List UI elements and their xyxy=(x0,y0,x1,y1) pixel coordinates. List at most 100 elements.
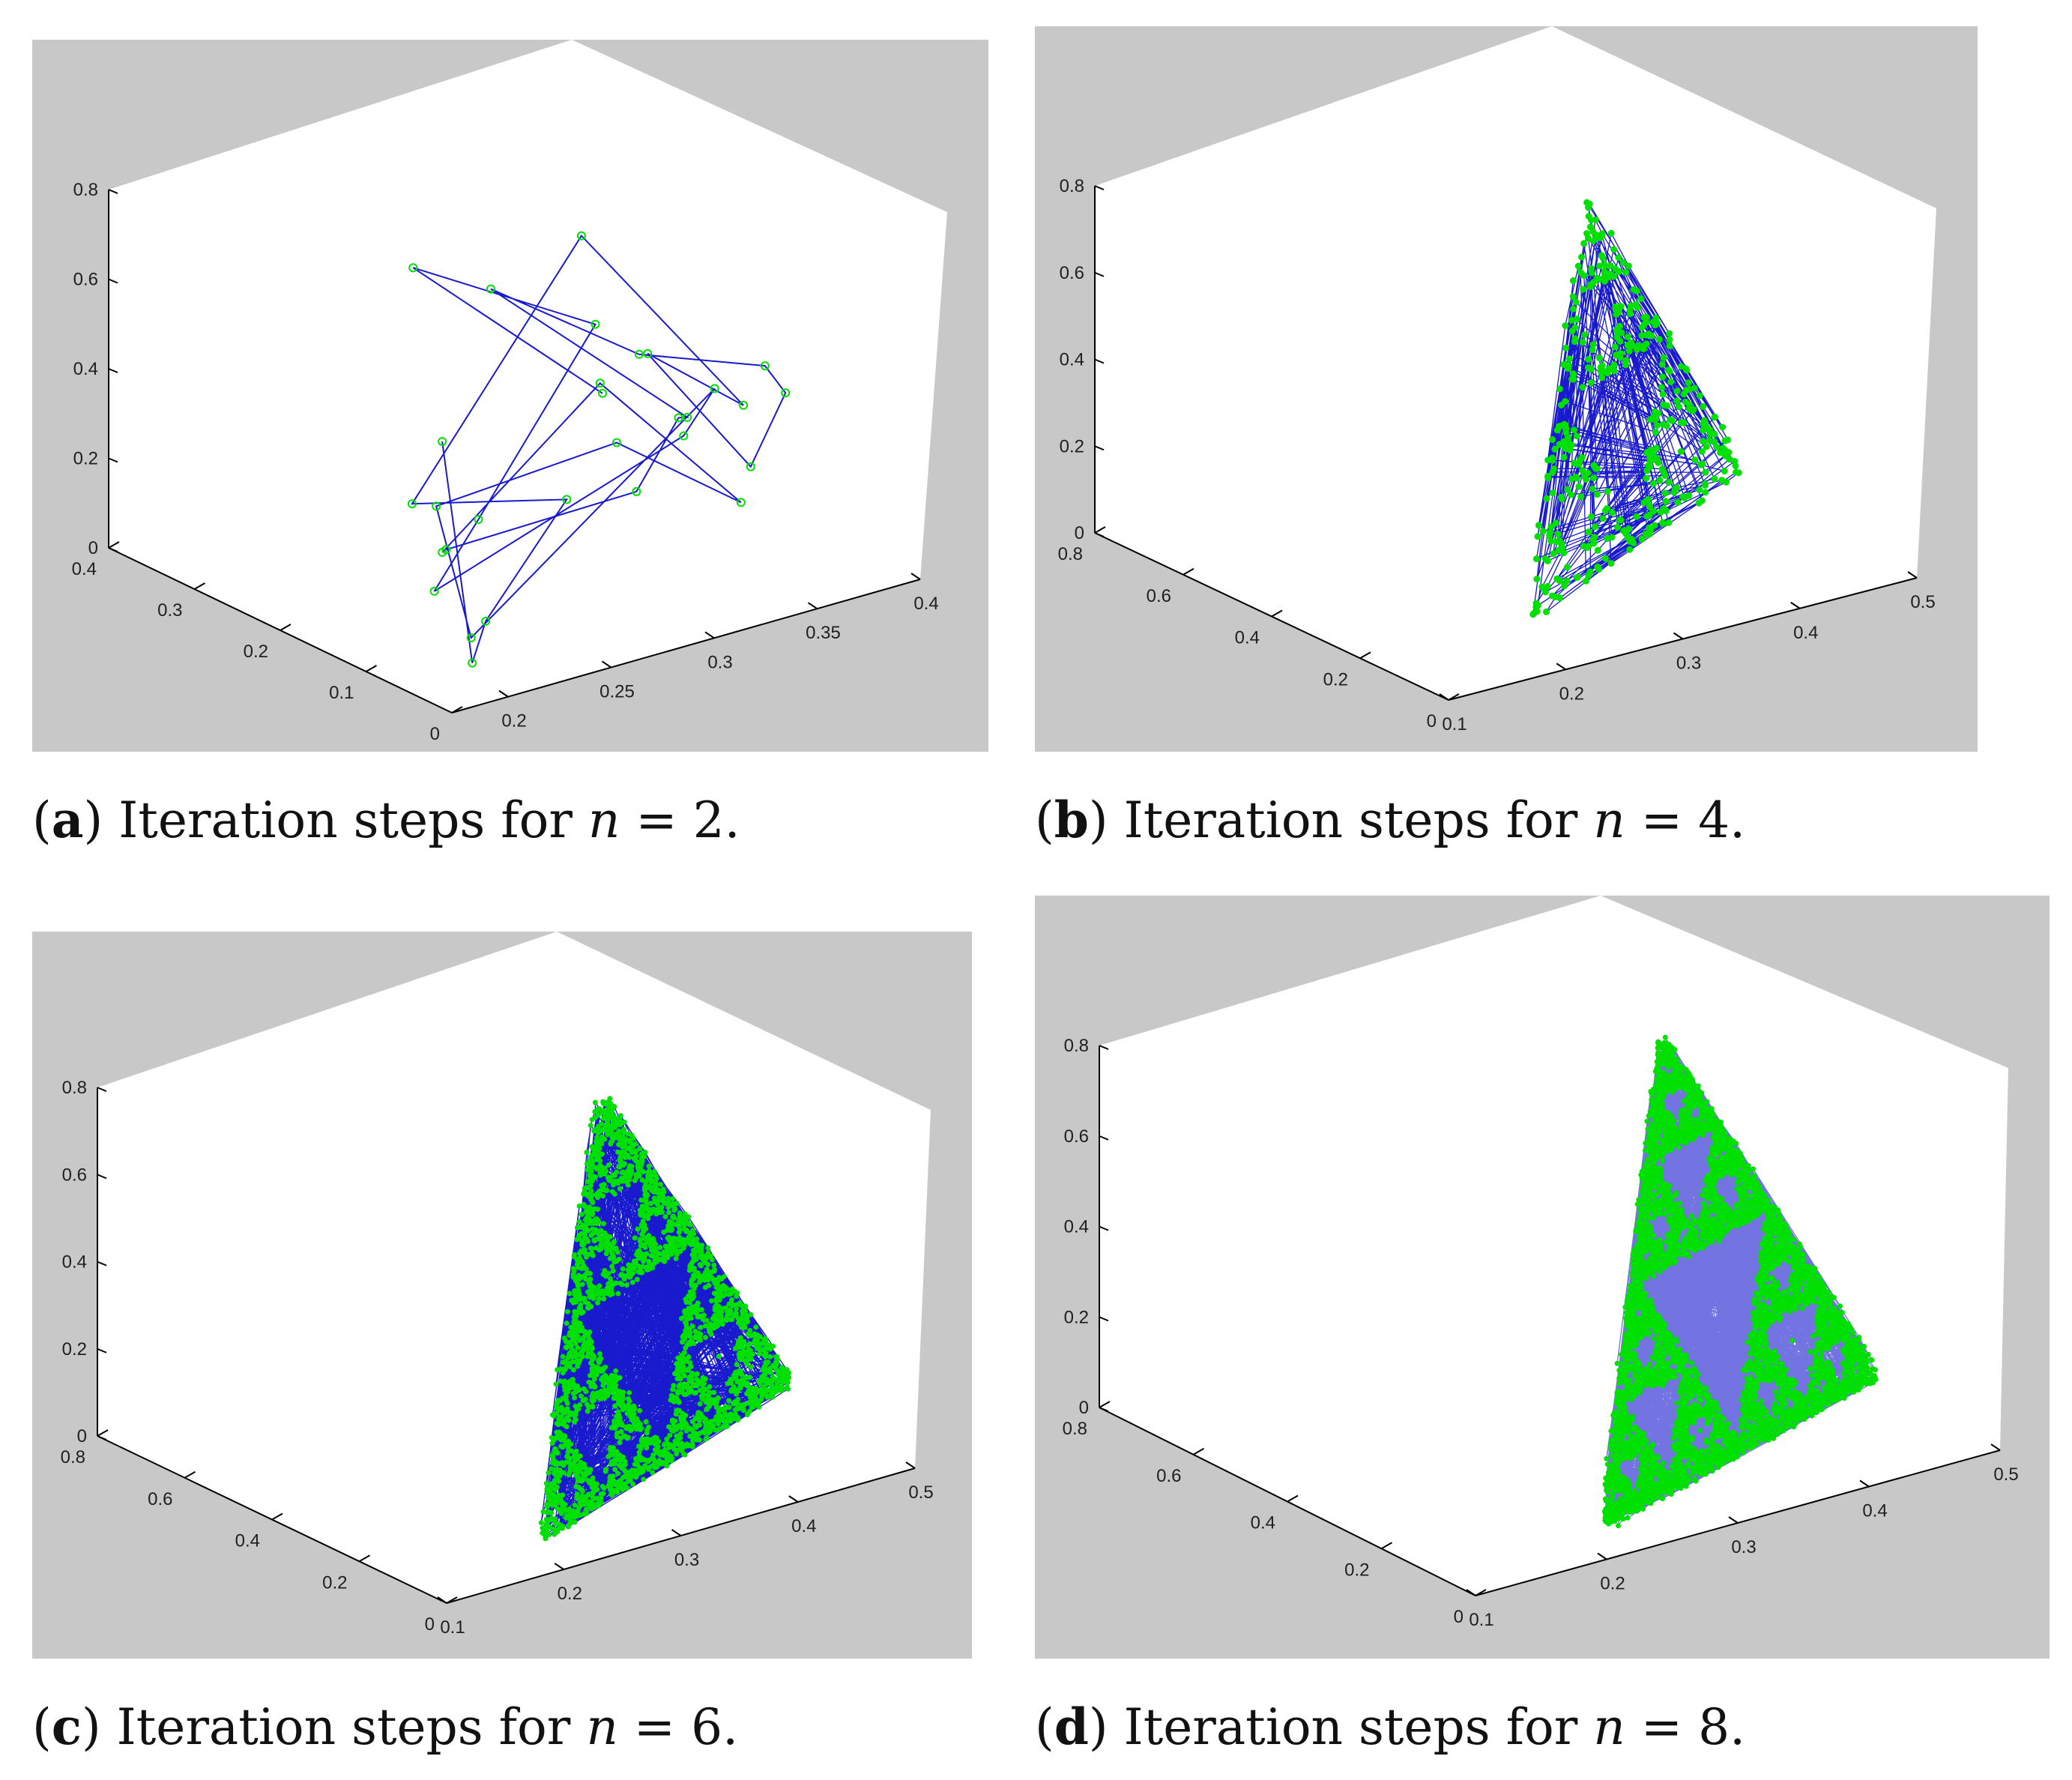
data-point xyxy=(577,1321,583,1327)
data-point xyxy=(651,1435,656,1441)
data-point xyxy=(1716,1407,1721,1413)
data-point xyxy=(614,1470,620,1476)
data-point xyxy=(681,1373,687,1379)
data-point xyxy=(1733,468,1740,476)
data-point xyxy=(546,1532,552,1538)
data-point xyxy=(652,1249,658,1255)
data-point xyxy=(1780,1289,1786,1295)
data-point xyxy=(728,1317,734,1323)
data-point xyxy=(614,1489,620,1495)
data-point xyxy=(577,1485,583,1491)
data-point xyxy=(1589,238,1597,244)
data-point xyxy=(616,1415,622,1421)
data-point xyxy=(608,1491,614,1497)
data-point xyxy=(607,1129,613,1135)
data-point xyxy=(620,1136,625,1142)
data-point xyxy=(1596,355,1603,362)
data-point xyxy=(584,1161,590,1167)
data-point xyxy=(695,1381,701,1387)
data-point xyxy=(701,1392,707,1398)
data-point xyxy=(1581,473,1589,480)
data-point xyxy=(1579,384,1586,391)
data-point xyxy=(603,1251,609,1257)
data-point xyxy=(1573,474,1580,481)
data-point xyxy=(553,1446,559,1452)
data-point xyxy=(618,1161,623,1166)
data-point xyxy=(1594,546,1601,554)
data-point xyxy=(648,1177,654,1183)
data-point xyxy=(1590,474,1597,482)
data-point xyxy=(689,1376,695,1382)
z-tick-label: 0.8 xyxy=(73,180,98,200)
data-point xyxy=(710,1276,716,1282)
data-point xyxy=(632,1258,638,1264)
data-point xyxy=(1619,259,1627,266)
y-tick xyxy=(1359,651,1371,660)
y-tick-label: 0 xyxy=(1427,711,1437,731)
x-tick xyxy=(1907,571,1918,579)
data-point xyxy=(1637,295,1645,302)
data-point xyxy=(688,1443,694,1449)
data-point xyxy=(1610,273,1618,280)
x-tick xyxy=(807,602,818,609)
data-point xyxy=(779,1365,785,1370)
data-point xyxy=(731,1372,737,1378)
data-point xyxy=(662,1213,668,1219)
data-point xyxy=(1535,522,1542,529)
data-point xyxy=(625,1470,631,1476)
data-point xyxy=(656,1438,662,1444)
data-point xyxy=(667,1442,673,1448)
data-point xyxy=(1570,426,1577,434)
data-point xyxy=(1685,379,1692,387)
data-point xyxy=(753,1324,759,1330)
data-point xyxy=(611,1403,617,1409)
z-tick-label: 0.6 xyxy=(73,270,98,290)
data-point xyxy=(1721,446,1729,453)
data-point xyxy=(746,462,755,471)
data-point xyxy=(650,1253,656,1259)
data-point xyxy=(1690,405,1697,413)
data-point xyxy=(1549,592,1556,600)
data-point xyxy=(564,1424,570,1430)
data-point xyxy=(621,1150,627,1156)
data-point xyxy=(715,1322,721,1328)
data-point xyxy=(1650,480,1657,487)
data-point xyxy=(1634,304,1641,311)
data-point xyxy=(583,1470,589,1476)
data-point xyxy=(633,1457,639,1463)
data-point xyxy=(1711,475,1718,483)
data-point xyxy=(705,1261,711,1267)
data-point xyxy=(719,1321,725,1327)
data-point xyxy=(573,1456,579,1462)
data-point xyxy=(407,499,417,509)
data-point xyxy=(583,1506,589,1512)
data-point xyxy=(596,1143,602,1149)
z-tick xyxy=(1094,532,1105,537)
data-point xyxy=(595,1138,601,1144)
data-point xyxy=(615,1149,621,1155)
data-point xyxy=(552,1477,558,1483)
data-point xyxy=(591,1296,596,1302)
data-point xyxy=(650,1452,656,1458)
data-point xyxy=(1702,468,1709,476)
data-point xyxy=(1586,200,1593,208)
y-tick-label: 0.8 xyxy=(1058,544,1083,564)
data-point xyxy=(617,1177,623,1183)
caption-end: . xyxy=(1730,791,1746,849)
data-point xyxy=(763,1390,769,1396)
z-tick xyxy=(97,1348,107,1354)
data-point xyxy=(1696,1396,1702,1402)
data-point xyxy=(1538,583,1546,591)
data-point xyxy=(711,1325,717,1331)
data-point xyxy=(574,1292,580,1298)
data-point xyxy=(595,378,605,388)
data-point xyxy=(1646,503,1653,510)
data-point xyxy=(1698,497,1706,504)
data-point xyxy=(1659,390,1667,398)
y-tick-label: 0.1 xyxy=(329,683,354,703)
data-point xyxy=(614,1123,619,1129)
data-point xyxy=(1591,534,1598,541)
data-point xyxy=(1626,546,1634,553)
data-point xyxy=(1580,286,1587,293)
data-point xyxy=(581,1511,587,1517)
